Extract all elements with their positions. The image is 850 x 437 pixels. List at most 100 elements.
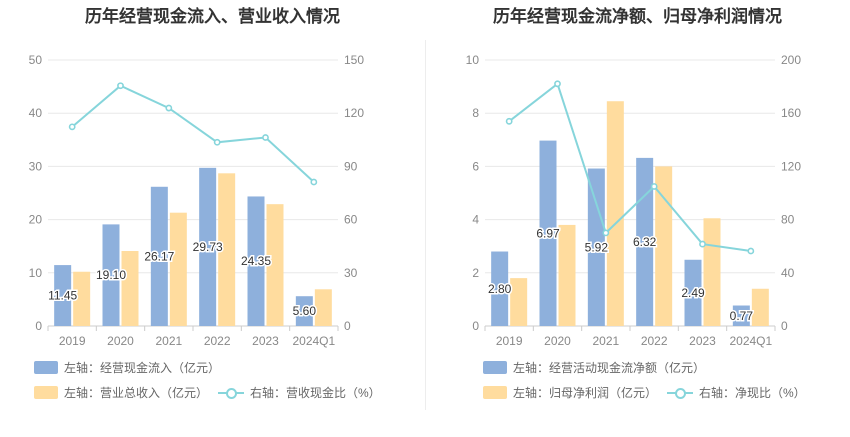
bar-data-label: 24.35 bbox=[241, 254, 271, 268]
y-left-tick-label: 10 bbox=[29, 266, 43, 280]
legend-label: 左轴：经营现金流入（亿元） bbox=[64, 361, 221, 375]
legend-swatch-bar-blue bbox=[34, 361, 58, 374]
y-right-tick-label: 0 bbox=[344, 319, 351, 333]
legend-swatch-line-icon bbox=[218, 386, 244, 400]
y-right-tick-label: 120 bbox=[344, 106, 364, 120]
bar-secondary bbox=[266, 204, 284, 326]
bar-data-label: 0.77 bbox=[730, 309, 754, 323]
y-right-tick-label: 80 bbox=[781, 213, 795, 227]
bar-secondary bbox=[510, 278, 528, 326]
y-left-tick-label: 2 bbox=[472, 266, 479, 280]
bar-primary bbox=[247, 196, 265, 326]
y-left-tick-label: 10 bbox=[466, 53, 480, 67]
ratio-point bbox=[747, 247, 755, 255]
legend-item-net-profit[interactable]: 左轴：归母净利润（亿元） bbox=[483, 384, 657, 401]
legend-swatch-bar-orange bbox=[34, 386, 58, 399]
legend-item-cash-ratio[interactable]: 右轴：营收现金比（%） bbox=[218, 384, 381, 401]
bar-secondary bbox=[169, 212, 187, 326]
cash-inflow-revenue-panel: 历年经营现金流入、营业收入情况 0 0 10 30 20 60 30 90 40 120 50 150… bbox=[29, 7, 381, 401]
bar-primary bbox=[150, 186, 168, 326]
ratio-point bbox=[68, 123, 76, 131]
bar-data-label: 5.92 bbox=[585, 240, 609, 254]
y-right-tick-label: 0 bbox=[781, 319, 788, 333]
y-right-tick-label: 160 bbox=[781, 106, 801, 120]
bar-data-label: 11.45 bbox=[48, 289, 77, 303]
ratio-line bbox=[508, 82, 751, 252]
y-left-tick-label: 20 bbox=[29, 213, 43, 227]
bar-data-label: 19.10 bbox=[96, 268, 126, 282]
y-left-tick-label: 8 bbox=[472, 106, 479, 120]
legend-item-cash-inflow[interactable]: 左轴：经营现金流入（亿元） bbox=[34, 359, 220, 376]
chart-title: 历年经营现金流入、营业收入情况 bbox=[85, 7, 340, 26]
y-left-tick-label: 6 bbox=[472, 159, 479, 173]
bar-primary bbox=[54, 265, 72, 326]
bar-primary bbox=[732, 305, 750, 326]
bar-primary bbox=[295, 296, 313, 326]
legend-label: 左轴：营业总收入（亿元） bbox=[64, 386, 209, 400]
legend-label: 右轴：净现比（%） bbox=[699, 386, 806, 400]
legend-swatch-bar-blue bbox=[483, 361, 507, 374]
x-tick-label: 2024Q1 bbox=[292, 334, 335, 348]
x-tick-label: 2024Q1 bbox=[729, 334, 772, 348]
ratio-point bbox=[602, 229, 610, 237]
legend-swatch-line-icon bbox=[667, 386, 693, 400]
bar-primary bbox=[539, 140, 557, 326]
y-right-tick-label: 200 bbox=[781, 53, 801, 67]
bar-data-label: 2.49 bbox=[681, 286, 705, 300]
ratio-point bbox=[310, 178, 318, 186]
legend-label: 右轴：营收现金比（%） bbox=[250, 386, 381, 400]
bar-secondary bbox=[606, 101, 624, 326]
x-tick-label: 2023 bbox=[689, 334, 716, 348]
y-left-tick-label: 0 bbox=[472, 319, 479, 333]
ratio-point bbox=[554, 80, 561, 88]
x-tick-label: 2022 bbox=[204, 334, 231, 348]
x-tick-label: 2022 bbox=[641, 334, 668, 348]
y-left-tick-label: 4 bbox=[472, 213, 479, 227]
x-tick-label: 2020 bbox=[107, 334, 134, 348]
legend-item-net-cash-flow[interactable]: 左轴：经营活动现金流净额（亿元） bbox=[483, 359, 705, 376]
legend-label: 左轴：归母净利润（亿元） bbox=[513, 386, 658, 400]
y-right-tick-label: 120 bbox=[781, 159, 801, 173]
y-right-tick-label: 90 bbox=[344, 159, 358, 173]
legend-swatch-bar-orange bbox=[483, 386, 507, 399]
x-tick-label: 2021 bbox=[155, 334, 182, 348]
bar-secondary bbox=[73, 271, 91, 326]
ratio-point bbox=[650, 183, 658, 190]
bar-secondary bbox=[218, 173, 236, 326]
bar-primary bbox=[102, 224, 120, 326]
bar-secondary bbox=[703, 218, 721, 326]
x-tick-label: 2020 bbox=[544, 334, 571, 348]
bar-secondary bbox=[314, 289, 332, 326]
x-tick-label: 2023 bbox=[252, 334, 279, 348]
x-tick-label: 2021 bbox=[592, 334, 619, 348]
ratio-point bbox=[165, 104, 173, 112]
y-left-tick-label: 50 bbox=[29, 53, 43, 67]
bar-secondary bbox=[558, 224, 576, 326]
legend-item-revenue[interactable]: 左轴：营业总收入（亿元） bbox=[34, 384, 208, 401]
bar-data-label: 6.32 bbox=[633, 235, 657, 249]
net-cash-profit-panel: 历年经营现金流净额、归母净利润情况 0 0 2 40 4 80 6 120 8 160 10 200 2… bbox=[425, 0, 850, 437]
panel-divider bbox=[425, 40, 426, 410]
bar-data-label: 2.80 bbox=[488, 282, 512, 296]
bar-primary bbox=[684, 259, 702, 326]
bar-primary bbox=[491, 251, 509, 326]
chart-title: 历年经营现金流净额、归母净利润情况 bbox=[493, 7, 782, 26]
bar-primary bbox=[199, 167, 217, 326]
y-left-tick-label: 30 bbox=[29, 159, 43, 173]
bar-data-label: 6.97 bbox=[536, 226, 560, 240]
legend-item-net-cash-ratio[interactable]: 右轴：净现比（%） bbox=[667, 384, 806, 401]
ratio-point bbox=[505, 117, 513, 125]
cash-inflow-revenue-chart: 0 0 10 30 20 60 30 90 40 120 50 150 2019 11.45 2020 19.… bbox=[29, 53, 365, 348]
x-tick-label: 2019 bbox=[496, 334, 523, 348]
y-left-tick-label: 0 bbox=[35, 319, 42, 333]
y-right-tick-label: 60 bbox=[344, 213, 358, 227]
legend-label: 左轴：经营活动现金流净额（亿元） bbox=[513, 361, 706, 375]
y-right-tick-label: 150 bbox=[344, 53, 364, 67]
ratio-point bbox=[213, 138, 221, 146]
y-left-tick-label: 40 bbox=[29, 106, 43, 120]
bar-data-label: 29.73 bbox=[193, 240, 223, 254]
ratio-point bbox=[699, 240, 706, 248]
y-right-tick-label: 30 bbox=[344, 266, 358, 280]
net-cash-profit-chart: 0 0 2 40 4 80 6 120 8 160 10 200 2019 2.80 2020 6.97 202… bbox=[466, 53, 802, 348]
bar-data-label: 26.17 bbox=[144, 249, 174, 263]
